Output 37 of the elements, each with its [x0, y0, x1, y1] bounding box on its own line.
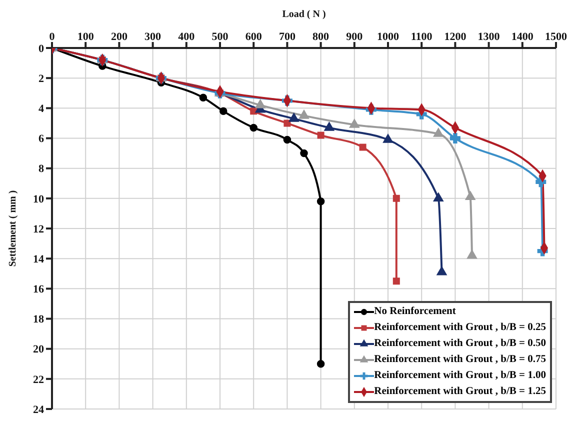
- legend-label: Reinforcement with Grout , b/B = 0.75: [374, 353, 546, 367]
- y-tick-label: 6: [38, 133, 44, 146]
- y-axis-title: Settlement ( mm ): [8, 190, 19, 267]
- x-tick-label: 1000: [377, 31, 400, 43]
- x-tick-label: 1500: [545, 31, 568, 43]
- x-tick-label: 1100: [410, 31, 433, 43]
- y-tick-label: 4: [38, 103, 44, 116]
- y-tick-label: 0: [38, 42, 44, 55]
- y-tick-label: 2: [38, 72, 44, 85]
- y-tick-label: 8: [38, 163, 44, 176]
- y-tick-label: 14: [33, 253, 44, 266]
- x-tick-label: 400: [178, 31, 196, 43]
- x-tick-label: 300: [144, 31, 162, 43]
- y-tick-label: 10: [33, 193, 44, 206]
- y-tick-label: 16: [33, 284, 44, 296]
- x-tick-label: 1300: [478, 31, 500, 43]
- y-tick-label: 18: [33, 314, 44, 326]
- legend-label: Reinforcement with Grout , b/B = 0.25: [374, 321, 546, 335]
- x-tick-label: 700: [278, 31, 296, 43]
- y-tick-label: 22: [33, 374, 44, 386]
- x-tick-label: 1400: [511, 31, 534, 43]
- x-tick-label: 100: [77, 31, 94, 43]
- x-tick-label: 800: [312, 31, 330, 43]
- x-tick-label: 500: [212, 31, 229, 43]
- y-tick-label: 20: [33, 344, 44, 356]
- x-tick-label: 200: [110, 31, 128, 43]
- y-tick-label: 24: [33, 404, 44, 416]
- legend-label: Reinforcement with Grout , b/B = 1.00: [374, 369, 546, 383]
- x-tick-label: 600: [245, 31, 262, 43]
- x-axis-title: Load ( N ): [282, 9, 326, 20]
- x-tick-label: 900: [346, 31, 364, 43]
- legend-label: Reinforcement with Grout , b/B = 0.50: [374, 337, 546, 351]
- x-tick-label: 0: [49, 31, 56, 43]
- legend-label: Reinforcement with Grout , b/B = 1.25: [374, 385, 546, 399]
- legend-label: No Reinforcement: [374, 305, 456, 319]
- y-tick-label: 12: [33, 223, 44, 236]
- x-tick-label: 1200: [444, 31, 467, 43]
